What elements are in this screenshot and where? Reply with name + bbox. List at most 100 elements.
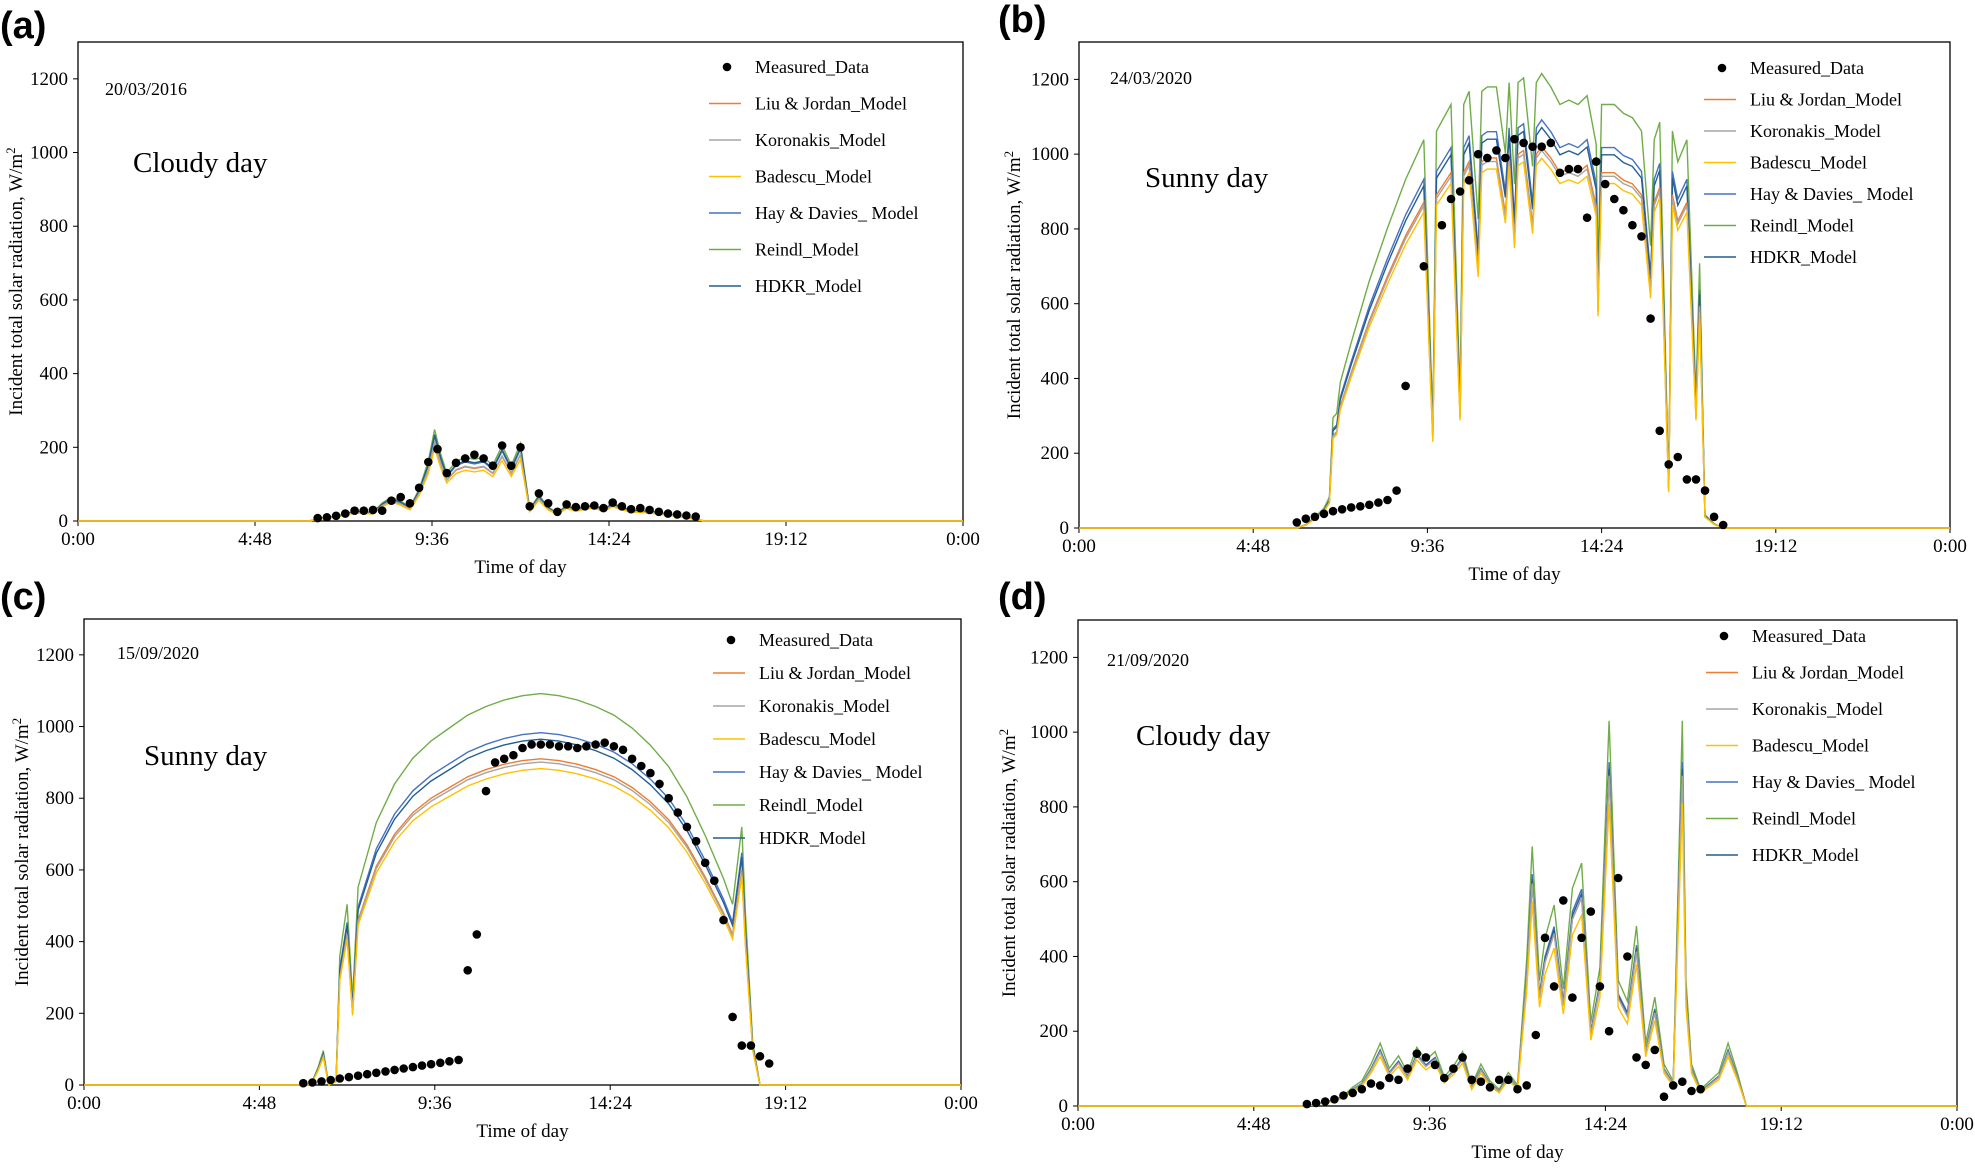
legend-label-liu: Liu & Jordan_Model <box>1750 90 1902 110</box>
day-type-annotation: Cloudy day <box>133 147 268 179</box>
legend: Measured_Data Liu & Jordan_Model Koronakis… <box>709 57 918 296</box>
measured-data-point <box>405 499 415 508</box>
measured-data-point <box>599 503 608 513</box>
legend-label-measured: Measured_Data <box>1752 626 1866 646</box>
measured-data-point <box>490 758 500 767</box>
y-tick-label: 1200 <box>36 645 74 666</box>
measured-data-point <box>381 1067 390 1076</box>
y-tick-label: 1000 <box>1030 722 1068 743</box>
y-tick-label: 1200 <box>1031 69 1069 90</box>
measured-data-point <box>1476 1077 1486 1086</box>
panel-label: (a) <box>0 5 46 47</box>
plot-frame <box>77 41 964 522</box>
measured-data-point <box>1531 1030 1541 1040</box>
legend: Measured_Data Liu & Jordan_Model Koronakis… <box>1704 58 1913 267</box>
measured-data-point <box>591 740 600 749</box>
legend-label-badescu: Badescu_Model <box>1750 153 1867 173</box>
measured-data-point <box>350 506 359 515</box>
measured-data-point <box>617 502 627 511</box>
measured-data-point <box>645 505 654 515</box>
y-tick-label: 800 <box>1040 797 1069 818</box>
measured-data-point <box>479 454 488 463</box>
measured-data-point <box>344 1072 354 1082</box>
measured-data-point <box>1458 1053 1467 1062</box>
x-tick-label: 0:00 <box>1062 536 1096 557</box>
measured-data-point <box>536 740 546 749</box>
y-axis-title-sup: 2 <box>996 729 1011 736</box>
y-axis-title-main: Incident total solar radiation, W/m <box>6 154 27 416</box>
measured-data-point <box>488 461 498 471</box>
measured-data-point <box>1403 1064 1412 1073</box>
legend-label-koronakis: Koronakis_Model <box>759 696 890 716</box>
panel-label: (b) <box>998 0 1047 41</box>
day-type-annotation: Sunny day <box>144 740 268 772</box>
measured-data-point <box>353 1071 363 1080</box>
y-tick-label: 1200 <box>30 69 68 90</box>
measured-data-point <box>710 876 719 885</box>
measured-data-point <box>414 483 424 493</box>
measured-data-point <box>509 750 518 760</box>
y-tick-label: 1200 <box>1030 647 1068 668</box>
series-line-badescu <box>1078 803 1957 1107</box>
measured-data-point <box>637 761 646 771</box>
legend-label-reindl: Reindl_Model <box>1750 216 1854 236</box>
measured-data-point <box>1392 486 1401 495</box>
legend-label-reindl: Reindl_Model <box>1752 809 1856 829</box>
measured-data-point <box>1582 213 1592 222</box>
y-axis-title-sup: 2 <box>9 718 24 725</box>
measured-data-point <box>1604 1026 1614 1036</box>
measured-data-point <box>673 808 683 817</box>
measured-data-point <box>1555 168 1565 178</box>
measured-data-point <box>322 513 332 522</box>
measured-data-point <box>1449 1064 1458 1073</box>
x-tick-label: 9:36 <box>418 1093 452 1114</box>
y-tick-label: 800 <box>40 216 69 237</box>
measured-data-point <box>655 779 664 789</box>
x-tick-label: 4:48 <box>243 1093 277 1114</box>
measured-data-point <box>1577 933 1586 943</box>
y-tick-label: 200 <box>46 1003 75 1024</box>
measured-data-point <box>1440 1073 1449 1083</box>
x-tick-label: 4:48 <box>238 529 272 550</box>
measured-data-point <box>618 745 628 755</box>
measured-data-point <box>543 499 553 508</box>
y-axis-title-main: Incident total solar radiation, W/m <box>999 735 1020 997</box>
legend-label-reindl: Reindl_Model <box>759 795 863 815</box>
measured-data-point <box>672 510 682 519</box>
measured-data-point <box>1673 452 1683 462</box>
measured-data-point <box>609 742 619 751</box>
legend: Measured_Data Liu & Jordan_Model Koronakis… <box>1706 626 1915 865</box>
x-tick-label: 14:24 <box>587 529 631 550</box>
measured-data-point <box>424 457 433 467</box>
measured-data-point <box>470 450 479 460</box>
measured-data-point <box>1346 503 1356 512</box>
measured-data-point <box>1437 220 1447 230</box>
measured-data-point <box>1501 153 1510 163</box>
y-tick-label: 600 <box>40 290 69 311</box>
x-tick-label: 14:24 <box>1580 536 1624 557</box>
measured-data-point <box>1540 933 1550 943</box>
measured-data-point <box>317 1077 326 1086</box>
measured-data-point <box>481 786 491 796</box>
measured-data-point <box>746 1041 756 1050</box>
measured-data-point <box>387 496 396 506</box>
y-tick-label: 400 <box>1040 946 1069 967</box>
measured-data-point <box>426 1059 436 1069</box>
y-tick-label: 800 <box>1041 219 1070 240</box>
measured-data-point <box>460 454 470 463</box>
y-tick-label: 200 <box>1040 1021 1069 1042</box>
measured-data-point <box>1659 1092 1669 1101</box>
measured-data-point <box>1292 518 1302 527</box>
measured-data-point <box>1337 505 1347 514</box>
measured-data-point <box>573 743 582 753</box>
legend: Measured_Data Liu & Jordan_Model Koronakis… <box>713 630 922 848</box>
y-tick-label: 200 <box>1041 443 1070 464</box>
measured-data-point <box>1586 907 1596 916</box>
y-tick-label: 0 <box>1060 518 1070 539</box>
plot-frame <box>83 618 962 1086</box>
x-tick-label: 9:36 <box>1411 536 1445 557</box>
measured-data-point <box>368 505 378 515</box>
measured-data-point <box>299 1078 308 1088</box>
measured-data-point <box>1510 134 1519 144</box>
